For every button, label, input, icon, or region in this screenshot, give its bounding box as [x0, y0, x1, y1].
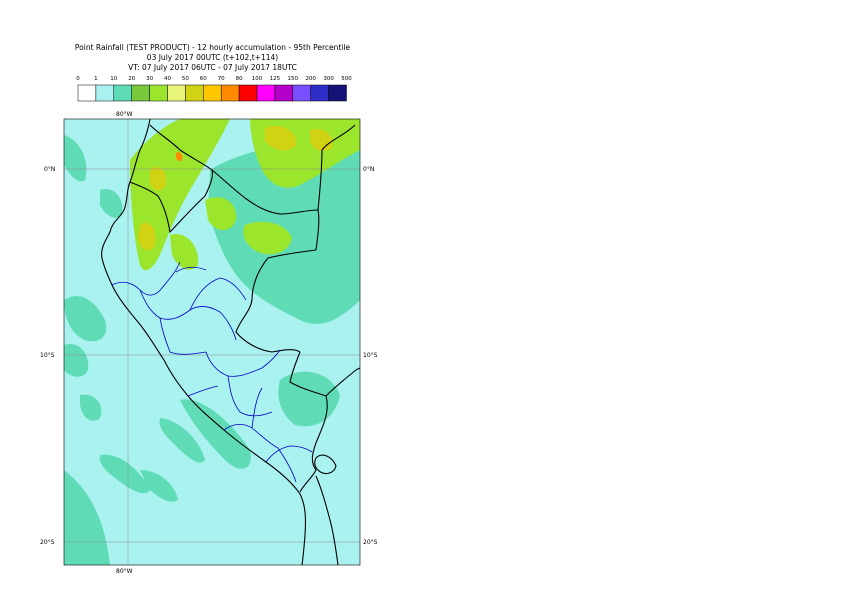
region-borders [111, 261, 313, 483]
border-colombia-east [317, 124, 356, 211]
legend-threshold-label: 300 [323, 76, 334, 82]
border-chile-bolivia [315, 475, 339, 565]
legend-swatch [328, 84, 347, 102]
rain-area-ocean-8 [64, 135, 87, 182]
legend-threshold-label: 50 [182, 76, 189, 82]
rain-area-ocean-10 [180, 399, 251, 469]
rain-area-amazon-south [278, 371, 340, 427]
rain-area-ocean-4 [159, 418, 205, 463]
legend-threshold-label: 0 [76, 76, 80, 82]
rain-area-sw-slope [170, 234, 199, 270]
lat-label-right-20S: 20°S [363, 539, 378, 546]
lat-label-right-10S: 10°S [363, 352, 378, 359]
map-frame [63, 118, 361, 566]
legend-threshold-label: 40 [164, 76, 171, 82]
rain-area-ocean-7 [64, 470, 110, 565]
lat-label-left-0N: 0°N [44, 166, 55, 173]
legend-threshold-label: 125 [270, 76, 281, 82]
rain-area-extreme [175, 152, 183, 162]
legend-threshold-label: 150 [288, 76, 299, 82]
rain-area-west-slope [205, 197, 237, 231]
legend-threshold-label: 20 [128, 76, 135, 82]
rain-area-ocean-9 [100, 189, 123, 218]
border-peru-bolivia [289, 351, 328, 493]
lat-label-left-10S: 10°S [40, 352, 55, 359]
rain-area-yellow-1 [150, 166, 167, 191]
rain-area-ocean-3 [80, 394, 102, 421]
legend-threshold-label: 60 [200, 76, 207, 82]
lat-label-left-20S: 20°S [40, 539, 55, 546]
chart-title: Point Rainfall (TEST PRODUCT) - 12 hourl… [74, 43, 351, 52]
legend-threshold-label: 100 [252, 76, 263, 82]
coastline [101, 119, 307, 565]
lake-titicaca [314, 454, 337, 475]
border-ecuador-peru [129, 169, 214, 234]
border-peru-brazil [235, 249, 317, 353]
legend-threshold-label: 500 [341, 76, 352, 82]
lon-label-top: 80°W [116, 111, 133, 118]
rain-area-ocean-1 [64, 296, 107, 342]
valid-time-label: VT: 07 July 2017 06UTC - 07 July 2017 18… [128, 63, 297, 72]
lat-label-right-0N: 0°N [363, 166, 374, 173]
rain-area-central [243, 221, 292, 255]
base-time-label: 03 July 2017 00UTC (t+102,t+114) [146, 53, 279, 62]
rain-area-andes [130, 119, 230, 271]
legend-threshold-label: 80 [236, 76, 243, 82]
rain-area-ocean-5 [99, 454, 150, 494]
rain-area-yellow-3 [265, 125, 297, 151]
lon-label-bottom: 80°W [116, 568, 133, 575]
legend-threshold-label: 70 [218, 76, 225, 82]
legend-threshold-label: 1 [94, 76, 98, 82]
rain-area-ocean-6 [140, 470, 178, 502]
legend-threshold-label: 200 [305, 76, 316, 82]
border-bolivia-brazil [325, 367, 360, 397]
legend-threshold-label: 10 [110, 76, 117, 82]
legend-threshold-label: 30 [146, 76, 153, 82]
rain-area-yellow-2 [138, 222, 156, 251]
rain-area-ocean-2 [64, 344, 89, 377]
